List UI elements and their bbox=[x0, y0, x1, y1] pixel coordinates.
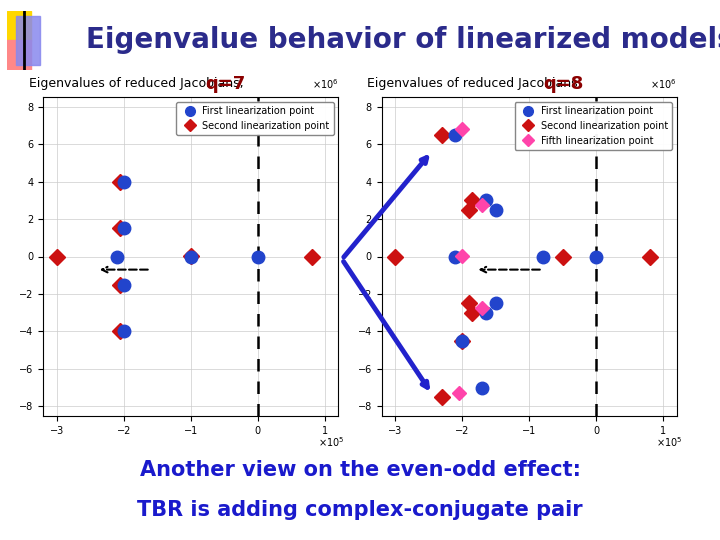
First linearization point bbox=[539, 253, 547, 260]
First linearization point bbox=[120, 178, 128, 185]
Text: q=8: q=8 bbox=[544, 75, 584, 93]
First linearization point bbox=[478, 384, 487, 391]
Second linearization point bbox=[391, 253, 400, 260]
Bar bbox=[7, 40, 32, 70]
Second linearization point bbox=[458, 338, 467, 344]
Second linearization point bbox=[464, 300, 473, 307]
Text: Eigenvalues of reduced Jacobians,: Eigenvalues of reduced Jacobians, bbox=[29, 77, 248, 90]
Second linearization point bbox=[646, 253, 654, 260]
First linearization point bbox=[120, 281, 128, 288]
Second linearization point bbox=[468, 197, 477, 204]
Second linearization point bbox=[468, 309, 477, 316]
Second linearization point bbox=[307, 253, 316, 260]
Second linearization point bbox=[464, 206, 473, 213]
Text: Another view on the even-odd effect:: Another view on the even-odd effect: bbox=[140, 460, 580, 480]
Text: Eigenvalues of reduced Jacobians,: Eigenvalues of reduced Jacobians, bbox=[367, 77, 586, 90]
Fifth linearization point bbox=[478, 305, 487, 311]
First linearization point bbox=[592, 253, 600, 260]
Line: First linearization point: First linearization point bbox=[111, 176, 264, 338]
Line: Fifth linearization point: Fifth linearization point bbox=[454, 124, 487, 398]
Line: Second linearization point: Second linearization point bbox=[390, 129, 655, 403]
Second linearization point bbox=[116, 328, 125, 335]
First linearization point bbox=[481, 197, 490, 204]
First linearization point bbox=[120, 225, 128, 232]
Second linearization point bbox=[438, 394, 446, 400]
Text: Eigenvalue behavior of linearized models: Eigenvalue behavior of linearized models bbox=[86, 26, 720, 55]
Line: First linearization point: First linearization point bbox=[449, 129, 603, 394]
Second linearization point bbox=[116, 225, 125, 232]
Second linearization point bbox=[116, 178, 125, 185]
First linearization point bbox=[451, 131, 459, 138]
Text: $\times 10^5$: $\times 10^5$ bbox=[318, 435, 344, 449]
Text: $\times 10^5$: $\times 10^5$ bbox=[656, 435, 683, 449]
First linearization point bbox=[112, 253, 121, 260]
Text: $\times 10^6$: $\times 10^6$ bbox=[312, 77, 338, 91]
Line: Second linearization point: Second linearization point bbox=[51, 176, 317, 337]
First linearization point bbox=[458, 338, 467, 344]
Fifth linearization point bbox=[478, 202, 487, 208]
Text: $\times 10^6$: $\times 10^6$ bbox=[650, 77, 677, 91]
Bar bbox=[17, 16, 40, 65]
Second linearization point bbox=[116, 281, 125, 288]
Text: TBR is adding complex-conjugate pair: TBR is adding complex-conjugate pair bbox=[138, 500, 582, 521]
Fifth linearization point bbox=[458, 126, 467, 132]
Second linearization point bbox=[559, 253, 567, 260]
First linearization point bbox=[186, 253, 195, 260]
First linearization point bbox=[491, 300, 500, 307]
Fifth linearization point bbox=[454, 390, 463, 396]
Second linearization point bbox=[438, 131, 446, 138]
Legend: First linearization point, Second linearization point, Fifth linearization point: First linearization point, Second linear… bbox=[515, 102, 672, 150]
First linearization point bbox=[120, 328, 128, 335]
Text: q=7: q=7 bbox=[205, 75, 246, 93]
First linearization point bbox=[491, 206, 500, 213]
Second linearization point bbox=[186, 252, 195, 259]
Fifth linearization point bbox=[458, 252, 467, 259]
First linearization point bbox=[451, 253, 459, 260]
Legend: First linearization point, Second linearization point: First linearization point, Second linear… bbox=[176, 102, 333, 134]
First linearization point bbox=[481, 309, 490, 316]
Second linearization point bbox=[53, 253, 61, 260]
First linearization point bbox=[253, 253, 262, 260]
Bar bbox=[7, 11, 32, 40]
